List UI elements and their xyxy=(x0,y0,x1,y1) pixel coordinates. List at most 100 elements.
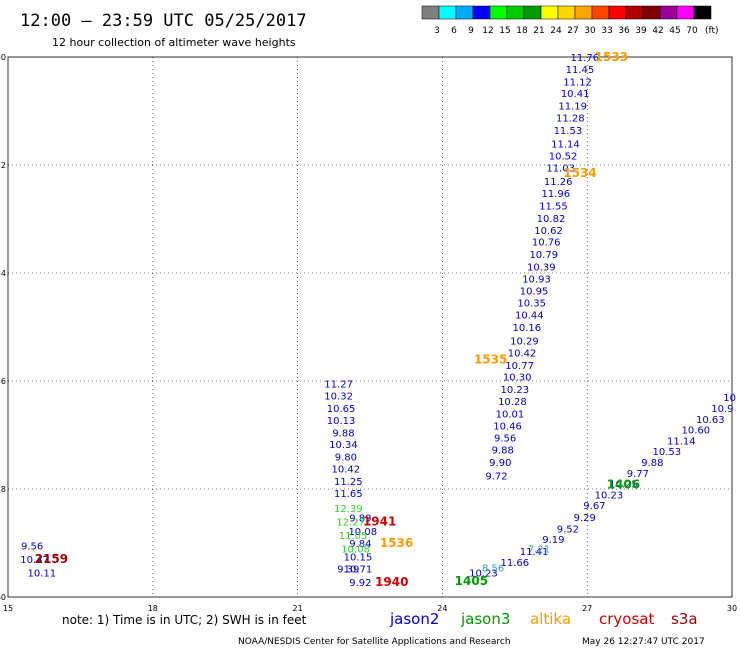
wave-height-label: 9.52 xyxy=(557,524,579,535)
legend-swatch xyxy=(693,5,712,20)
wave-height-label: 9.89 xyxy=(349,514,371,525)
legend-label: 3 xyxy=(434,26,440,36)
legend-label: 24 xyxy=(550,26,562,36)
legend-label: 12 xyxy=(482,26,493,36)
wave-height-label: 10.08 xyxy=(341,544,370,555)
wave-height-label: 10.34 xyxy=(329,440,358,451)
wave-height-label: 9.90 xyxy=(489,458,511,469)
wave-height-label: 11.26 xyxy=(544,177,573,188)
legend-swatch xyxy=(642,5,661,20)
wave-height-label: 10 xyxy=(723,393,736,404)
wave-height-label: 9.56 xyxy=(494,434,516,445)
wave-height-label: 10.11 xyxy=(27,569,56,580)
wave-height-label: 11.14 xyxy=(551,139,580,150)
legend-label: 21 xyxy=(533,26,544,36)
wave-height-label: 10.46 xyxy=(493,421,522,432)
wave-height-label: 10.23 xyxy=(595,490,624,501)
wave-height-label: 9.88 xyxy=(492,446,514,457)
wave-height-label: 10.62 xyxy=(534,226,563,237)
legend-unit: (ft) xyxy=(705,26,719,36)
y-tick-label: -52 xyxy=(0,161,6,170)
wave-height-label: 10.23 xyxy=(500,385,529,396)
legend-swatch xyxy=(523,5,542,20)
pass-id-label: 1536 xyxy=(380,536,413,550)
legend-label: 6 xyxy=(451,26,457,36)
legend-label: 27 xyxy=(567,26,578,36)
wave-height-label: 10.01 xyxy=(496,409,525,420)
x-tick-label: 24 xyxy=(437,604,447,613)
wave-height-label: 10.9 xyxy=(711,404,733,415)
wave-height-label: 10.13 xyxy=(327,416,356,427)
pass-id-label: 1534 xyxy=(563,166,596,180)
satellite-jason3: jason3 xyxy=(460,610,510,628)
wave-height-label: 9.67 xyxy=(583,501,605,512)
wave-height-label: 10.42 xyxy=(332,464,361,475)
wave-height-label: 9.72 xyxy=(485,472,507,483)
pass-id-label: 1533 xyxy=(595,50,628,64)
wave-height-label: 10.44 xyxy=(515,311,544,322)
wave-height-label: 11.66 xyxy=(500,558,529,569)
wave-height-label: 10.71 xyxy=(344,564,373,575)
chart-subtitle: 12 hour collection of altimeter wave hei… xyxy=(52,36,296,49)
legend-label: 18 xyxy=(516,26,528,36)
wave-height-label: 10.29 xyxy=(510,337,539,348)
wave-height-label: 11.19 xyxy=(558,102,587,113)
wave-height-label: 9.39 xyxy=(337,564,359,575)
wave-height-label: 9.84 xyxy=(349,539,371,550)
pass-id-label: 1405 xyxy=(455,574,488,588)
wave-height-label: 9.92 xyxy=(349,578,371,589)
wave-height-label: 10.76 xyxy=(532,238,561,249)
legend-swatch xyxy=(625,5,644,20)
legend-label: 70 xyxy=(686,26,698,36)
legend-swatch xyxy=(438,5,457,20)
wave-height-label: 12.27 xyxy=(336,517,365,528)
color-legend: 3 6 9 12 15 18 21 24 27 30 33 36 39 42 45 70 (ft) xyxy=(421,5,719,36)
y-tick-label: -56 xyxy=(0,377,6,386)
wave-height-label: 11.28 xyxy=(556,113,585,124)
legend-swatch xyxy=(489,5,508,20)
legend-swatch xyxy=(608,5,627,20)
plot-area: 15 18 21 24 27 30 -50 -52 -54 -56 -58 -60 11.7611.45… xyxy=(0,50,737,613)
legend-swatch xyxy=(540,5,559,20)
x-tick-label: 21 xyxy=(293,604,303,613)
legend-label: 9 xyxy=(468,26,474,36)
plot-frame xyxy=(7,56,733,598)
legend-swatch xyxy=(574,5,593,20)
wave-height-label: 10.23 xyxy=(469,569,498,580)
wave-height-label: 10.63 xyxy=(696,415,725,426)
wave-height-label: 8.56 xyxy=(482,563,504,574)
timestamp: May 26 12:27:47 UTC 2017 xyxy=(582,637,705,647)
wave-height-label: 10.25 xyxy=(609,480,638,491)
x-tick-label: 30 xyxy=(727,604,737,613)
y-tick-label: -54 xyxy=(0,269,6,278)
wave-height-label: 11.14 xyxy=(667,436,696,447)
wave-height-label: 10.28 xyxy=(498,397,527,408)
legend-swatch xyxy=(472,5,491,20)
credit-line: NOAA/NESDIS Center for Satellite Applica… xyxy=(238,637,511,647)
wave-height-label: 10.35 xyxy=(517,299,546,310)
wave-height-label: 10.08 xyxy=(348,527,377,538)
legend-swatch xyxy=(676,5,695,20)
wave-height-label: 10.32 xyxy=(324,392,353,403)
footnote: note: 1) Time is in UTC; 2) SWH is in fe… xyxy=(62,613,307,627)
wave-height-label: 10.30 xyxy=(503,373,532,384)
satellite-altika: altika xyxy=(530,610,571,628)
x-tick-label: 18 xyxy=(148,604,158,613)
pass-id-label: 1535 xyxy=(474,352,507,366)
wave-height-label: 11.12 xyxy=(563,77,592,88)
wave-height-label: 9.77 xyxy=(627,469,649,480)
wave-height-label: 10.65 xyxy=(327,404,356,415)
wave-height-label: 11.03 xyxy=(546,164,575,175)
legend-swatch xyxy=(591,5,610,20)
wave-height-label: 9.88 xyxy=(332,428,354,439)
legend-label: 33 xyxy=(601,26,612,36)
legend-label: 45 xyxy=(669,26,680,36)
wave-height-label: 9.29 xyxy=(574,513,596,524)
satellite-jason2: jason2 xyxy=(389,610,439,628)
wave-height-label: 11.96 xyxy=(542,189,571,200)
y-tick-label: -50 xyxy=(0,53,6,62)
wave-height-label: 10.79 xyxy=(529,250,558,261)
wave-height-label: 11.25 xyxy=(334,477,363,488)
wave-height-label: 7.21 xyxy=(528,544,550,555)
wave-height-label: 12.39 xyxy=(334,504,363,515)
